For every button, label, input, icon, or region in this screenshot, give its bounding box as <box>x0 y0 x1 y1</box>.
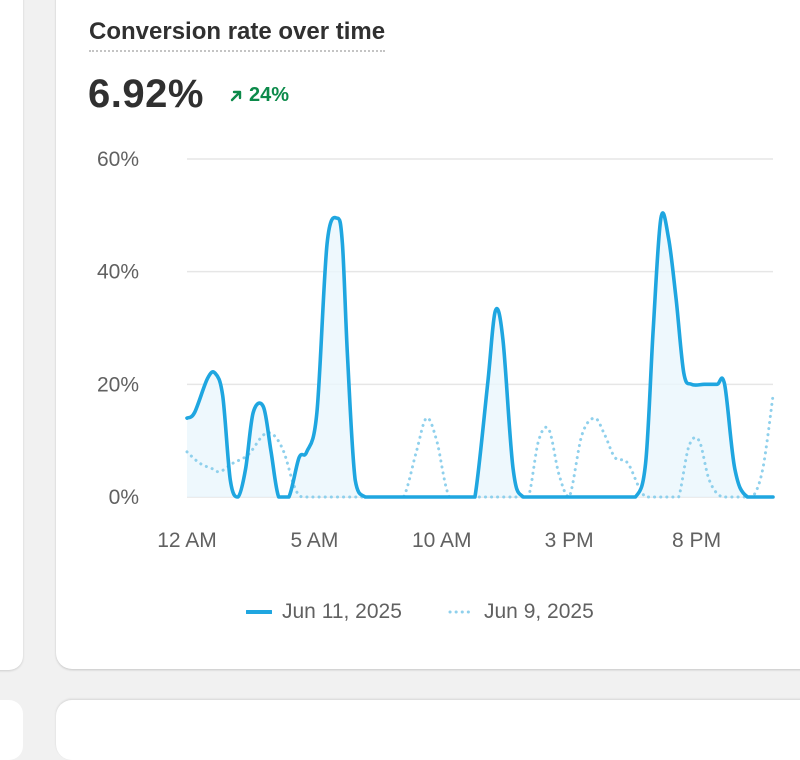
chart-area <box>187 212 773 497</box>
legend-item-comparison[interactable]: Jun 9, 2025 <box>448 600 594 624</box>
x-tick-label: 3 PM <box>545 529 594 552</box>
legend-label-primary: Jun 11, 2025 <box>282 600 402 623</box>
x-tick-label: 5 AM <box>290 529 338 552</box>
change-badge: 24% <box>229 84 289 107</box>
adjacent-card-bottom <box>56 700 800 760</box>
x-tick-label: 12 AM <box>157 529 217 552</box>
change-value: 24% <box>249 84 290 106</box>
arrow-up-right-icon <box>230 90 242 101</box>
metric-value: 6.92% <box>88 72 204 116</box>
x-tick-label: 10 AM <box>412 529 472 552</box>
card-title[interactable]: Conversion rate over time <box>89 18 386 52</box>
series-line-jun-9-2025 <box>185 394 775 499</box>
legend-item-primary[interactable]: Jun 11, 2025 <box>246 600 402 624</box>
y-tick-label: 20% <box>97 373 139 396</box>
adjacent-card-bottom-left <box>0 700 23 760</box>
y-axis: 0% 20% 40% 60% <box>97 148 139 509</box>
x-axis: 12 AM 5 AM 10 AM 3 PM 8 PM <box>157 529 721 552</box>
y-tick-label: 60% <box>97 148 139 171</box>
solid-line-icon <box>246 610 272 614</box>
y-tick-label: 40% <box>97 261 139 284</box>
conversion-rate-chart: 0% 20% 40% 60% 12 AM 5 AM 10 AM 3 PM 8 PM <box>97 148 775 552</box>
y-tick-label: 0% <box>109 486 139 509</box>
primary-series-area <box>187 212 773 497</box>
dotted-line-icon <box>448 610 474 614</box>
chart-series <box>185 211 775 499</box>
adjacent-card-left <box>0 0 23 670</box>
series-line-jun-11-2025 <box>185 211 775 499</box>
x-tick-label: 8 PM <box>672 529 721 552</box>
legend-label-comparison: Jun 9, 2025 <box>484 600 594 623</box>
